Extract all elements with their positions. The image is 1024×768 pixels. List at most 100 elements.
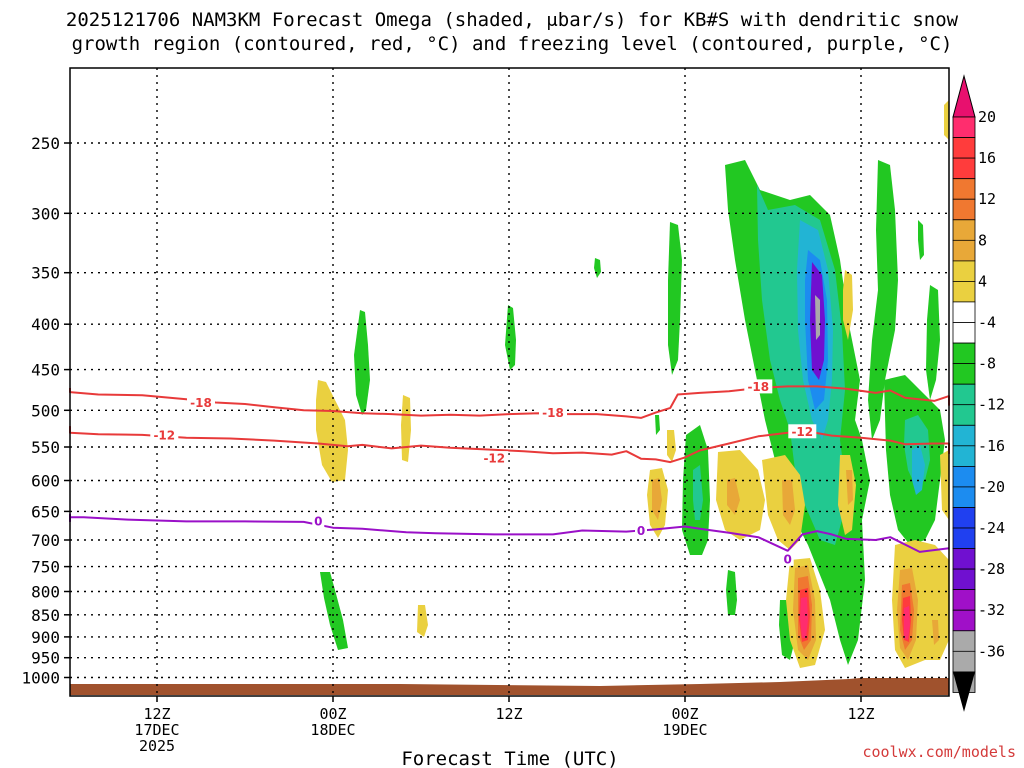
x-tick-label-12-1: 17DEC	[134, 721, 179, 739]
omega-shading	[316, 100, 949, 668]
colorbar-label-4: 4	[978, 272, 987, 290]
y-tick-label-300: 300	[31, 204, 60, 223]
omega-region-24	[401, 395, 411, 462]
colorbar-swatch-3	[952, 239, 976, 262]
colorbar-swatch-13	[952, 650, 976, 673]
colorbar-swatch-half-12	[952, 630, 976, 652]
contour-label-bg-2-2	[781, 551, 794, 566]
x-tick-label-12-0: 12Z	[143, 705, 170, 723]
omega-region-13	[693, 465, 703, 520]
colorbar-label-13: -36	[978, 642, 1005, 660]
omega-region-47	[800, 597, 808, 638]
colorbar-label-3: 8	[978, 231, 987, 249]
omega-region-14	[726, 570, 737, 615]
omega-region-22	[655, 415, 660, 435]
x-axis-label: Forecast Time (UTC)	[401, 748, 618, 768]
colorbar-label-10: -24	[978, 519, 1005, 537]
omega-region-9	[912, 445, 925, 495]
x-tick-label-36-0: 12Z	[495, 705, 522, 723]
colorbar-swatch-half-4	[952, 301, 976, 323]
y-tick-label-450: 450	[31, 361, 60, 380]
y-tick-label-700: 700	[31, 531, 60, 550]
omega-region-10	[918, 220, 924, 260]
y-tick-label-250: 250	[31, 134, 60, 153]
y-tick-label-950: 950	[31, 649, 60, 668]
contour-label-bg-1-2	[788, 424, 817, 439]
colorbar-swatch-5	[952, 322, 976, 344]
omega-region-38	[782, 480, 795, 525]
colorbar-swatch-1	[952, 157, 976, 180]
x-tick-label-60-0: 12Z	[847, 705, 874, 723]
omega-region-32	[843, 270, 853, 340]
colorbar-swatch-9	[952, 486, 976, 508]
y-tick-label-550: 550	[31, 438, 60, 457]
omega-region-49	[325, 440, 340, 475]
colorbar-label-8: -16	[978, 437, 1005, 455]
omega-region-25	[417, 605, 428, 637]
y-tick-label-800: 800	[31, 583, 60, 602]
colorbar-swatch-half-8	[952, 465, 976, 488]
y-tick-label-850: 850	[31, 606, 60, 625]
colorbar-label-9: -20	[978, 478, 1005, 496]
omega-region-36	[652, 478, 662, 520]
omega-region-20	[505, 305, 516, 370]
omega-region-18	[320, 572, 348, 650]
colorbar-swatch-half-10	[952, 548, 976, 570]
y-tick-label-350: 350	[31, 264, 60, 283]
omega-region-34	[940, 450, 949, 520]
colorbar-swatch-4	[952, 280, 976, 303]
colorbar-swatch-10	[952, 527, 976, 550]
contour-label-0-1: -18	[542, 406, 564, 420]
omega-region-19	[354, 310, 370, 415]
x-tick-label-48-1: 19DEC	[662, 721, 707, 739]
colorbar-label-6: -8	[978, 355, 996, 373]
y-tick-label-650: 650	[31, 502, 60, 521]
omega-region-28	[716, 450, 765, 540]
omega-region-37	[727, 478, 740, 515]
contour-label-2-2: 0	[784, 552, 792, 566]
omega-region-11	[668, 222, 682, 375]
x-tick-label-24-1: 18DEC	[310, 721, 355, 739]
contour-label-0-2: -18	[747, 380, 769, 394]
colorbar-label-2: 12	[978, 190, 996, 208]
colorbar: 20 16 12 8 4 -4 -8 -12 -16 -20 -24 -28 -32 -36	[952, 74, 1005, 712]
colorbar-swatch-11	[952, 568, 976, 591]
x-tick-label-24-0: 00Z	[319, 705, 346, 723]
contour-line-1	[69, 425, 950, 464]
contour-label-1-1: -12	[483, 452, 505, 466]
colorbar-label-1: 16	[978, 149, 996, 167]
contour-label-bg-1-1	[480, 451, 509, 466]
colorbar-swatch-7	[952, 404, 976, 426]
colorbar-swatch-half-9	[952, 507, 976, 529]
omega-region-5	[815, 295, 820, 340]
y-axis-ticks: 250 300 350 400 450 500 550 600 650 700 750 800 850 9…	[21, 134, 70, 688]
colorbar-swatch-half-2	[952, 219, 976, 241]
ground-surface-band	[70, 678, 949, 695]
omega-region-35	[944, 100, 949, 140]
contour-line-2	[69, 513, 950, 553]
colorbar-label-0: 20	[978, 108, 996, 126]
chart-title-line1: 2025121706 NAM3KM Forecast Omega (shaded…	[66, 9, 959, 31]
y-tick-label-900: 900	[31, 628, 60, 647]
colorbar-swatch-2	[952, 198, 976, 221]
contour-label-bg-2-1	[635, 523, 647, 538]
contour-label-2-0: 0	[314, 514, 322, 528]
y-tick-label-600: 600	[31, 472, 60, 491]
omega-region-26	[667, 430, 676, 462]
colorbar-swatch-half-3	[952, 260, 976, 282]
contour-label-1-0: -12	[153, 428, 175, 442]
colorbar-swatch-half-1	[952, 178, 976, 200]
temperature-contours: -18 -18 -18 -12 -12 -12 0 0 0	[69, 379, 950, 566]
colorbar-label-11: -28	[978, 560, 1005, 578]
contour-label-bg-2-0	[312, 513, 325, 528]
omega-region-42	[846, 470, 853, 505]
colorbar-swatch-half-0	[952, 137, 976, 159]
contour-label-0-0: -18	[190, 396, 212, 410]
colorbar-swatch-8	[952, 445, 976, 467]
colorbar-swatch-half-7	[952, 424, 976, 447]
contour-label-1-2: -12	[791, 425, 813, 439]
omega-region-41	[932, 620, 939, 645]
contour-label-2-1: 0	[637, 524, 645, 538]
colorbar-swatch-0	[952, 116, 976, 139]
